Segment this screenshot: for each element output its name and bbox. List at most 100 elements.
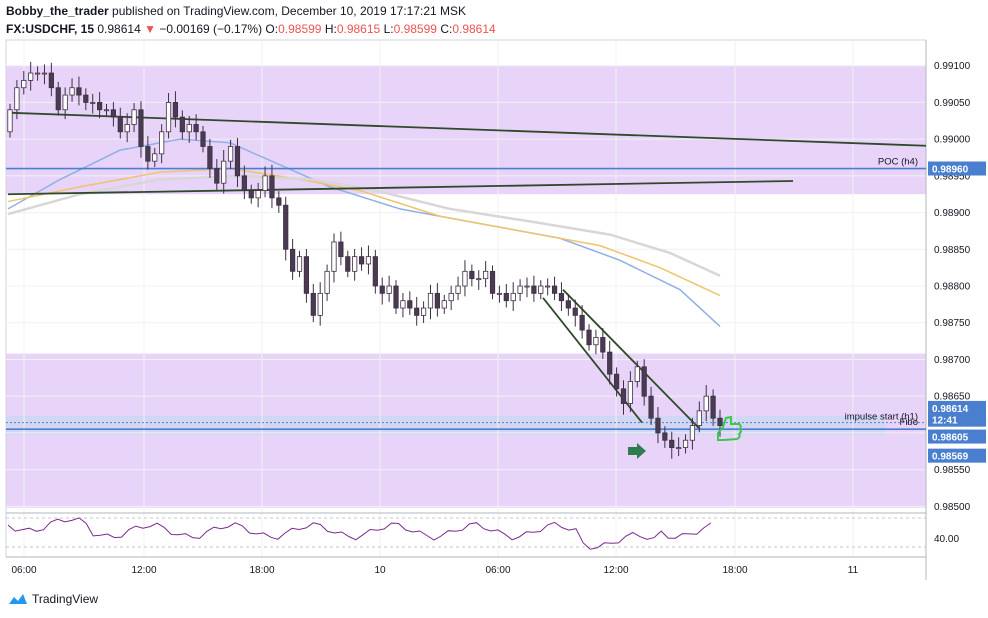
candle-body <box>207 146 213 169</box>
candle-body <box>689 425 696 441</box>
brand-label: TradingView <box>32 592 99 606</box>
candle-body <box>524 285 530 288</box>
high-label: H: <box>324 22 337 36</box>
candle-body <box>276 197 282 206</box>
candle-body <box>600 337 606 353</box>
candle-body <box>262 175 268 191</box>
candle-body <box>28 72 34 81</box>
candle-body <box>193 124 199 133</box>
rsi-level-label: 40.00 <box>934 534 959 545</box>
candle-body <box>290 248 296 272</box>
candle-body <box>703 395 709 412</box>
candle-body <box>14 87 20 111</box>
candle-body <box>662 432 668 441</box>
candle-body <box>710 395 716 419</box>
candle-body <box>717 417 723 426</box>
y-tick-label: 0.98900 <box>934 208 971 219</box>
y-tick-label: 0.98950 <box>934 171 971 182</box>
candle-body <box>648 395 654 419</box>
y-tick-label: 0.98550 <box>934 465 971 476</box>
candle-body <box>496 292 503 295</box>
countdown-badge-bg <box>928 412 986 427</box>
candle-body <box>221 160 227 184</box>
candle-body <box>48 72 54 89</box>
open-value: 0.98599 <box>278 22 322 36</box>
candle-body <box>283 204 289 250</box>
candle-body <box>152 153 158 162</box>
candle-body <box>103 109 110 112</box>
candle-body <box>310 292 316 316</box>
candle-body <box>21 79 27 89</box>
candle-body <box>131 109 137 125</box>
candle-body <box>296 256 303 272</box>
ma-slow-line <box>7 174 721 277</box>
candle-body <box>241 175 247 191</box>
candle-body <box>372 256 378 287</box>
candle-body <box>345 256 351 272</box>
candle-body <box>110 109 116 118</box>
candle-body <box>255 190 261 199</box>
candle-body <box>448 292 454 302</box>
candle-body <box>579 314 585 331</box>
candle-body <box>97 102 103 111</box>
x-tick-label: 12:00 <box>131 565 156 576</box>
candle-body <box>620 388 627 404</box>
author-name[interactable]: Bobby_the_trader <box>6 4 109 18</box>
candle-body <box>90 102 96 104</box>
candle-body <box>186 124 192 133</box>
candle-body <box>338 241 344 258</box>
y-tick-label: 0.98650 <box>934 392 971 403</box>
low-price-badge: 0.98569 <box>932 452 969 463</box>
poc-price-badge-bg <box>928 161 986 176</box>
candle-body <box>83 94 89 103</box>
candle-body <box>503 292 509 302</box>
candle-body <box>34 72 41 75</box>
current-price-badge-bg <box>928 400 986 415</box>
candle-body <box>455 285 461 294</box>
candle-body <box>420 307 427 316</box>
x-tick-label: 11 <box>848 565 859 576</box>
candle-body <box>358 256 365 265</box>
impulse-zone <box>6 416 885 436</box>
candle-body <box>124 124 130 133</box>
candle-body <box>427 292 434 309</box>
candle-body <box>234 146 241 177</box>
y-tick-label: 0.98800 <box>934 282 971 293</box>
candle-body <box>407 300 413 309</box>
candle-body <box>634 366 640 382</box>
candle-body <box>545 285 551 288</box>
candle-body <box>365 256 372 265</box>
ma-mid-line <box>7 167 721 297</box>
candle-body <box>352 256 358 272</box>
candle-body <box>165 102 172 133</box>
thumbs-up-icon <box>717 415 742 441</box>
candle-body <box>41 72 48 75</box>
candle-body <box>655 417 661 434</box>
candle-body <box>682 439 689 448</box>
current-price-badge: 0.98614 <box>932 404 969 415</box>
candle-body <box>145 146 151 162</box>
x-tick-label: 18:00 <box>722 565 747 576</box>
low-label: L: <box>383 22 394 36</box>
candle-body <box>159 131 165 155</box>
tradingview-brand[interactable]: TradingView <box>8 592 98 606</box>
tradingview-logo-icon <box>9 594 27 604</box>
candle-body <box>469 270 475 280</box>
y-tick-label: 0.98750 <box>934 318 971 329</box>
poc-price-badge: 0.98960 <box>932 165 969 176</box>
candle-body <box>434 292 440 309</box>
candle-body <box>476 278 482 281</box>
y-tick-label: 0.99000 <box>934 135 971 146</box>
lower-trendline <box>7 180 794 196</box>
candle-body <box>551 285 558 294</box>
x-tick-label: 10 <box>374 565 386 576</box>
candle-body <box>676 447 682 449</box>
candle-body <box>669 439 675 448</box>
last-price: 0.98614 <box>97 22 141 36</box>
y-tick-label: 0.98700 <box>934 355 971 366</box>
candle-body <box>138 109 144 147</box>
candle-body <box>572 307 578 316</box>
rsi-line <box>7 517 712 550</box>
candle-body <box>531 285 537 294</box>
